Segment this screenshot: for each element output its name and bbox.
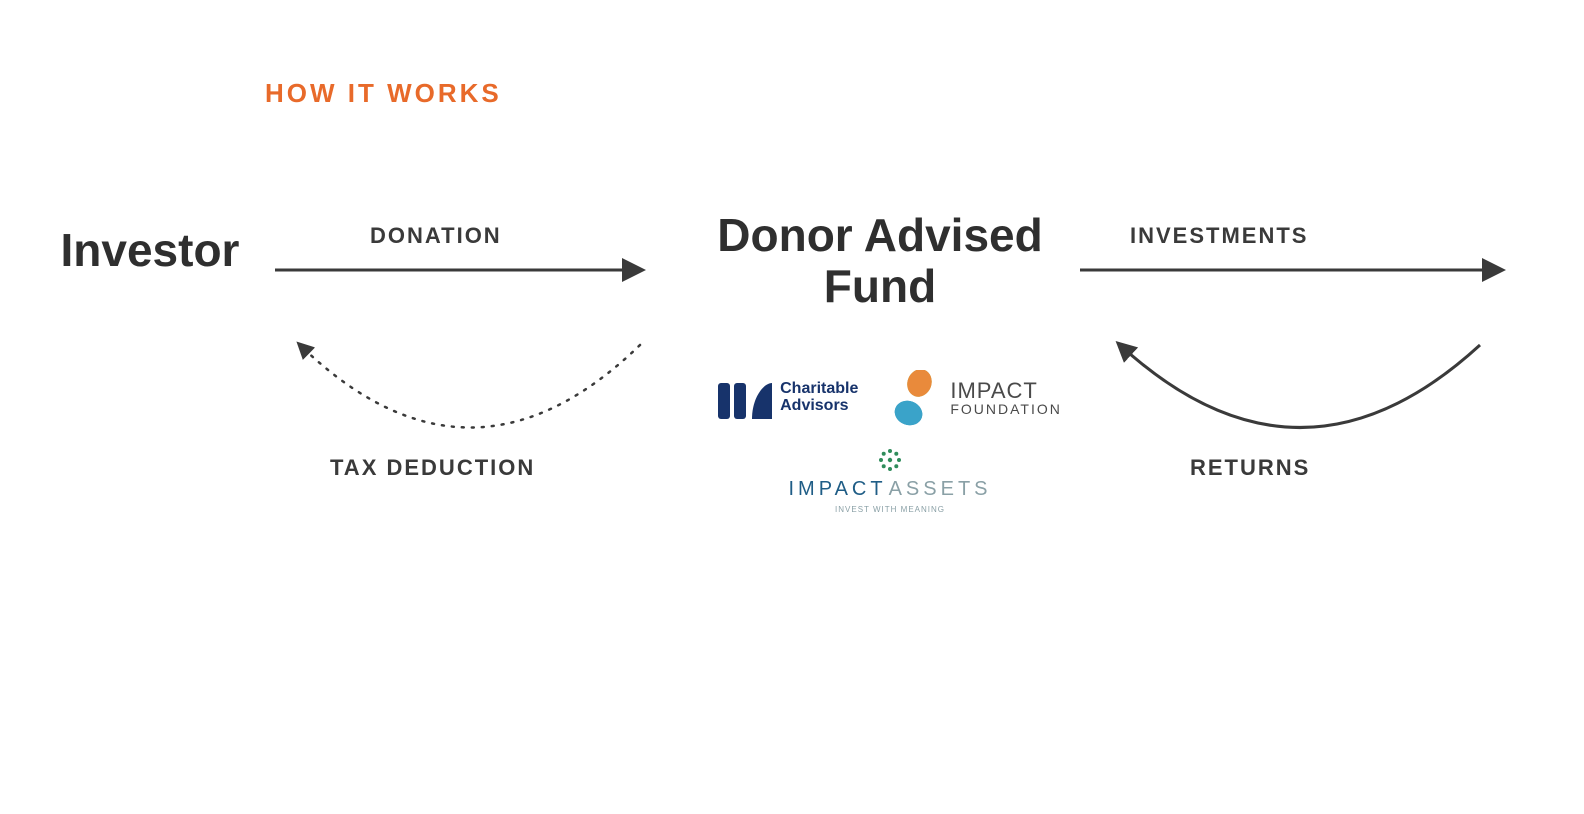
arrow-returns [1120, 345, 1480, 428]
if-line1: IMPACT [950, 379, 1062, 402]
daf-logos: Charitable Advisors IMPACT FOUNDATION [665, 370, 1115, 514]
ca-line2: Advisors [780, 398, 858, 415]
if-line2: FOUNDATION [950, 402, 1062, 417]
charitable-advisors-mark-icon [718, 377, 772, 419]
impact-assets-wordmark: IMPACT ASSETS [789, 478, 992, 501]
ia-word1: IMPACT [789, 478, 887, 501]
arrow-tax-deduction [300, 345, 640, 428]
diagram-stage: HOW IT WORKS Investor Donor Advised Fund… [0, 0, 1584, 814]
logo-impact-foundation: IMPACT FOUNDATION [886, 370, 1062, 426]
ca-line1: Charitable [780, 381, 858, 398]
impact-assets-burst-icon [878, 448, 902, 472]
impact-assets-tagline: INVEST WITH MEANING [665, 505, 1115, 514]
logos-row-1: Charitable Advisors IMPACT FOUNDATION [665, 370, 1115, 426]
impact-foundation-petal-icon [886, 370, 942, 426]
ia-word2: ASSETS [889, 478, 992, 501]
logo-charitable-advisors: Charitable Advisors [718, 377, 858, 419]
charitable-advisors-text: Charitable Advisors [780, 381, 858, 415]
impact-assets-icon-row [665, 448, 1115, 472]
logo-impact-assets: IMPACT ASSETS INVEST WITH MEANING [665, 448, 1115, 514]
impact-foundation-text: IMPACT FOUNDATION [950, 379, 1062, 417]
